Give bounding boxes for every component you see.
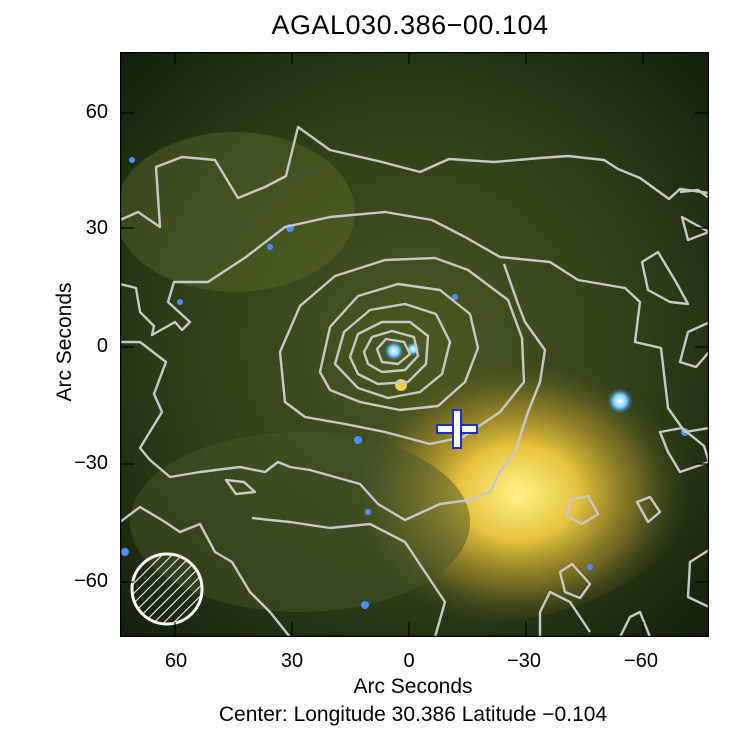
point-source <box>129 157 135 163</box>
point-source <box>587 564 593 570</box>
beam-ellipse-hatched <box>130 552 204 626</box>
image-panel <box>115 51 720 638</box>
contour-left <box>119 210 710 434</box>
contour-lower <box>119 505 652 638</box>
contour-island-2 <box>679 188 711 242</box>
contour-island-3 <box>678 320 711 369</box>
x-tick-label: 30 <box>280 650 304 672</box>
y-tick-label: 60 <box>85 101 108 123</box>
contour-ring-5 <box>362 329 420 374</box>
diffuse-emission-upper-left <box>115 132 355 292</box>
contour-ring-3 <box>333 302 452 400</box>
contour-ring-2 <box>318 282 480 412</box>
y-tick-label: −60 <box>74 570 108 592</box>
contour-mid <box>120 263 547 522</box>
contour-island-7 <box>224 478 257 496</box>
sky-image <box>115 51 720 638</box>
point-source <box>121 548 129 556</box>
contour-outer <box>119 125 710 229</box>
contour-ring-4 <box>348 320 430 386</box>
image-frame <box>119 51 710 638</box>
y-tick-label: −30 <box>74 452 108 474</box>
axis-ticks <box>120 52 709 637</box>
y-axis-label: Arc Seconds <box>53 282 76 402</box>
center-coordinates-caption: Center: Longitude 30.386 Latitude −0.104 <box>218 703 608 726</box>
point-source <box>365 509 371 515</box>
point-source <box>384 341 404 361</box>
contour-bottom-right <box>686 548 710 609</box>
y-tick-label: 30 <box>85 217 108 239</box>
contour-ring-6 <box>375 337 412 366</box>
point-source <box>607 388 633 414</box>
x-tick-label: −60 <box>624 650 658 672</box>
point-source <box>177 299 183 305</box>
x-axis-label: Arc Seconds <box>353 675 473 698</box>
image-title: AGAL030.386−00.104 <box>271 10 549 40</box>
contour-island-8 <box>558 562 592 600</box>
x-tick-label: 60 <box>164 650 188 672</box>
diffuse-emission-lower <box>130 432 470 612</box>
x-tick-label: 0 <box>403 650 415 672</box>
y-tick-label: 0 <box>96 335 108 357</box>
point-source <box>361 601 369 609</box>
point-source <box>354 436 362 444</box>
contour-lines <box>119 125 711 638</box>
contour-island-6 <box>635 495 662 524</box>
point-source <box>395 379 407 391</box>
source-marker-cross <box>436 409 478 449</box>
contour-ring-1 <box>278 256 526 446</box>
contour-island-1 <box>640 250 690 306</box>
contour-island-5 <box>565 494 600 526</box>
point-source <box>267 244 273 250</box>
x-tick-label: −30 <box>507 650 541 672</box>
point-source <box>452 294 458 300</box>
